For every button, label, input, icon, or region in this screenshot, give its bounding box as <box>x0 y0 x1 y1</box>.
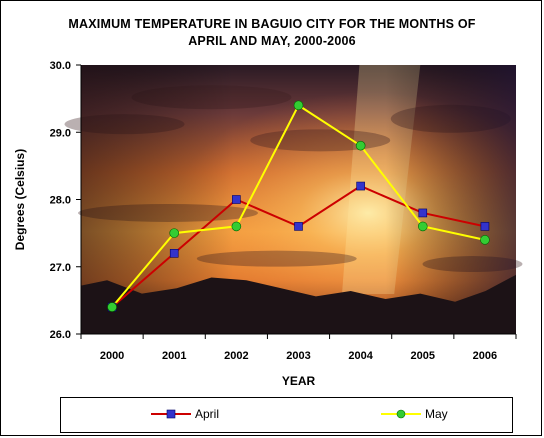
point-april-2003 <box>294 222 303 231</box>
y-tick-label-1: 27.0 <box>50 262 71 274</box>
legend-swatch-may <box>381 409 421 419</box>
line-chart: 26.0 27.0 28.0 29.0 30.0 2000 2001 2002 2003 2004… <box>13 60 523 388</box>
legend: April May <box>60 397 513 433</box>
legend-label-april: April <box>195 407 220 421</box>
point-may-2002 <box>231 221 242 232</box>
y-tick-label-0: 26.0 <box>50 329 71 341</box>
chart-title: MAXIMUM TEMPERATURE IN BAGUIO CITY FOR T… <box>68 17 476 31</box>
point-may-2000 <box>107 302 117 312</box>
point-may-2006 <box>480 235 490 245</box>
y-tick-label-3: 29.0 <box>50 127 71 139</box>
point-april-2001 <box>169 249 179 258</box>
plot-background-photo <box>64 65 523 334</box>
y-tick-label-2: 28.0 <box>50 195 71 207</box>
legend-label-may: May <box>425 407 448 421</box>
x-tick-label-2001: 2001 <box>162 350 186 362</box>
point-april-2002 <box>232 195 241 204</box>
x-tick-label-2005: 2005 <box>411 350 435 362</box>
x-tick-label-2004: 2004 <box>348 350 373 362</box>
x-tick-label-2002: 2002 <box>224 350 248 362</box>
y-tick-label-4: 30.0 <box>50 60 71 72</box>
x-tick-label-2003: 2003 <box>286 350 310 362</box>
x-tick-label-2000: 2000 <box>100 350 124 362</box>
mountain-silhouette <box>81 274 516 334</box>
point-april-2006 <box>480 222 490 231</box>
point-april-2005 <box>418 208 428 218</box>
legend-swatch-april <box>151 409 191 419</box>
point-may-2003 <box>293 100 304 111</box>
point-april-2004 <box>356 181 365 191</box>
chart-subtitle: APRIL AND MAY, 2000-2006 <box>188 34 356 48</box>
point-may-2004 <box>355 140 366 151</box>
x-tick-label-2006: 2006 <box>473 350 497 362</box>
y-axis-title: Degrees (Celsius) <box>13 149 27 250</box>
point-may-2005 <box>417 221 428 232</box>
x-axis-title: YEAR <box>282 374 316 388</box>
point-may-2001 <box>169 228 180 238</box>
